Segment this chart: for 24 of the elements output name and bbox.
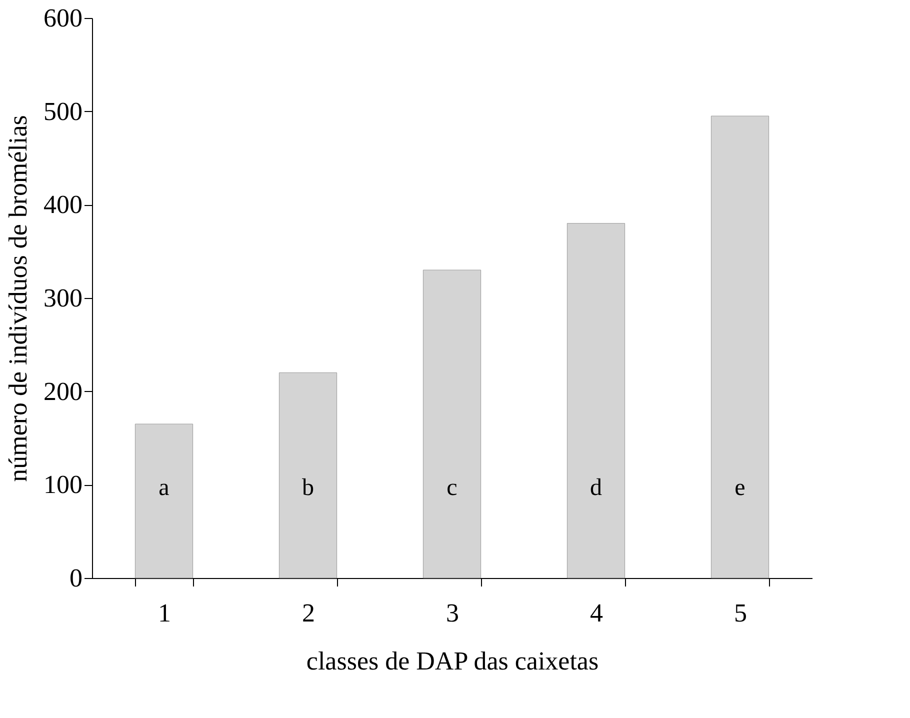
y-tick-label: 0 [70, 564, 82, 592]
x-axis-title: classes de DAP das caixetas [306, 646, 599, 676]
x-tick-label: 1 [158, 598, 171, 628]
annotation: d [590, 475, 602, 501]
x-tick-label: 4 [590, 598, 603, 628]
y-tick-label: 600 [44, 4, 82, 32]
x-tick-label: 5 [734, 598, 747, 628]
bar [566, 223, 626, 578]
annotation: e [734, 475, 746, 501]
y-tick-label: 300 [44, 284, 82, 312]
x-tick-label: 2 [302, 598, 315, 628]
bar [710, 116, 770, 578]
y-tick-label: 400 [44, 190, 82, 220]
y-tick-label: 100 [44, 470, 82, 500]
bar [278, 372, 338, 578]
y-axis-title: número de indivíduos de bromélias [4, 115, 32, 482]
bar [134, 424, 194, 578]
annotation: a [158, 475, 170, 501]
bar [422, 270, 482, 578]
annotation: c [446, 475, 458, 501]
x-tick-label: 3 [446, 598, 459, 628]
annotation: b [302, 475, 314, 501]
y-tick-label: 200 [44, 376, 82, 406]
y-tick-label: 500 [44, 96, 82, 126]
